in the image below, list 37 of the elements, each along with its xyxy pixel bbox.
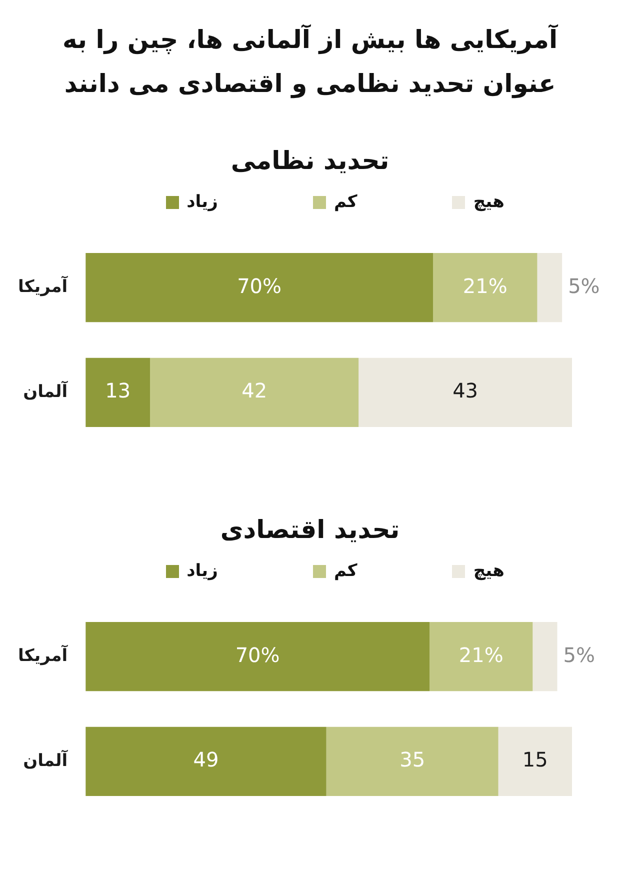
bar xyxy=(537,253,562,322)
bar xyxy=(433,253,538,322)
data-label: 5% xyxy=(568,274,600,298)
legend-label: زیاد xyxy=(186,561,218,581)
data-label: 13 xyxy=(105,378,131,403)
bar xyxy=(86,358,150,427)
bar xyxy=(86,726,326,796)
bar xyxy=(532,622,558,692)
data-label: 43 xyxy=(452,378,478,403)
y-tick-label: آمریکا xyxy=(18,275,69,298)
data-label: 5% xyxy=(563,642,595,667)
bar xyxy=(358,358,572,427)
bar xyxy=(150,358,359,427)
bar xyxy=(86,253,434,322)
legend-label: کم xyxy=(334,561,358,581)
bar xyxy=(86,622,430,692)
y-tick-label: آلمان xyxy=(23,380,69,402)
bar xyxy=(326,726,498,796)
data-label: 21% xyxy=(462,274,508,298)
chart-title: تحدید اقتصادی xyxy=(219,515,401,544)
y-tick-label: آمریکا xyxy=(18,644,69,666)
legend-label: زیاد xyxy=(186,192,218,212)
chart-title: آمریکایی ها بیش از آلمانی ها، چین را به عنوان تحدید نظامی و اقتصادی می دانند xyxy=(61,23,559,100)
data-label: 49 xyxy=(193,748,219,772)
data-label: 21% xyxy=(458,642,504,667)
data-label: 42 xyxy=(242,378,268,403)
legend-label: کم xyxy=(334,192,358,212)
data-label: 35 xyxy=(400,748,426,772)
data-label: 70% xyxy=(235,642,280,667)
y-tick-label: آلمان xyxy=(23,748,69,771)
data-label: 15 xyxy=(522,748,548,772)
legend-label: هیچ xyxy=(473,561,504,581)
bar xyxy=(430,622,533,692)
data-label: 70% xyxy=(237,274,282,298)
bar xyxy=(498,726,572,796)
legend-label: هیچ xyxy=(473,192,504,212)
chart-subtitle: تحدید نظامی xyxy=(230,146,390,175)
